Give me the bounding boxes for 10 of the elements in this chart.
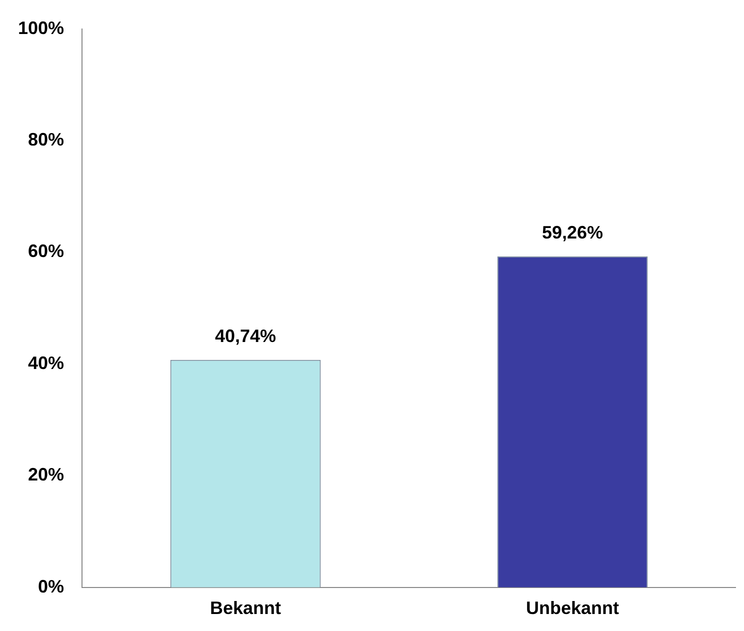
y-tick-label: 100%	[18, 18, 64, 38]
y-tick-label: 0%	[38, 576, 64, 596]
y-tick-label: 60%	[28, 241, 64, 262]
y-tick-label: 80%	[28, 129, 64, 150]
data-label: 40,74%	[214, 326, 276, 346]
y-tick-label: 40%	[28, 352, 64, 373]
x-tick-label: Bekannt	[210, 598, 282, 618]
data-label: 59,26%	[542, 222, 604, 242]
y-tick-label: 20%	[28, 464, 64, 485]
x-tick-label: Unbekannt	[526, 598, 620, 618]
